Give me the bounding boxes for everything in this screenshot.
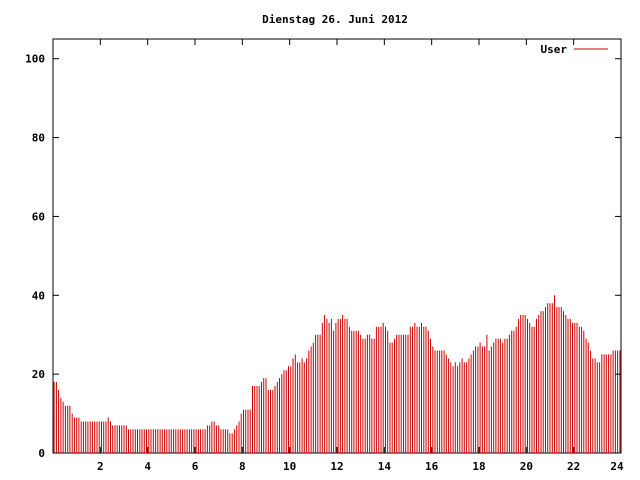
legend-label: User	[541, 43, 568, 56]
y-tick-label: 80	[32, 132, 45, 145]
y-tick-label: 20	[32, 368, 45, 381]
x-tick-label: 24	[610, 460, 624, 473]
bar-series	[53, 295, 621, 453]
x-axis: 2 4 6 8 10 12 14 16 18 20 22 24	[97, 39, 624, 473]
plot-frame	[52, 38, 622, 454]
legend: User	[541, 43, 608, 56]
y-axis: 0 20 40 60 80 100	[25, 53, 621, 460]
y-tick-label: 40	[32, 289, 45, 302]
y-tick-label: 0	[38, 447, 45, 460]
x-tick-label: 12	[330, 460, 343, 473]
x-tick-label: 6	[192, 460, 199, 473]
chart-title: Dienstag 26. Juni 2012	[262, 13, 408, 26]
x-tick-label: 10	[283, 460, 296, 473]
x-tick-label: 18	[472, 460, 485, 473]
y-tick-label: 60	[32, 210, 45, 223]
y-tick-label: 100	[25, 53, 45, 66]
x-tick-label: 22	[567, 460, 580, 473]
x-tick-label: 4	[144, 460, 151, 473]
x-tick-label: 16	[425, 460, 439, 473]
x-tick-label: 14	[378, 460, 392, 473]
x-tick-label: 8	[239, 460, 246, 473]
x-tick-label: 2	[97, 460, 104, 473]
x-tick-label: 20	[520, 460, 533, 473]
